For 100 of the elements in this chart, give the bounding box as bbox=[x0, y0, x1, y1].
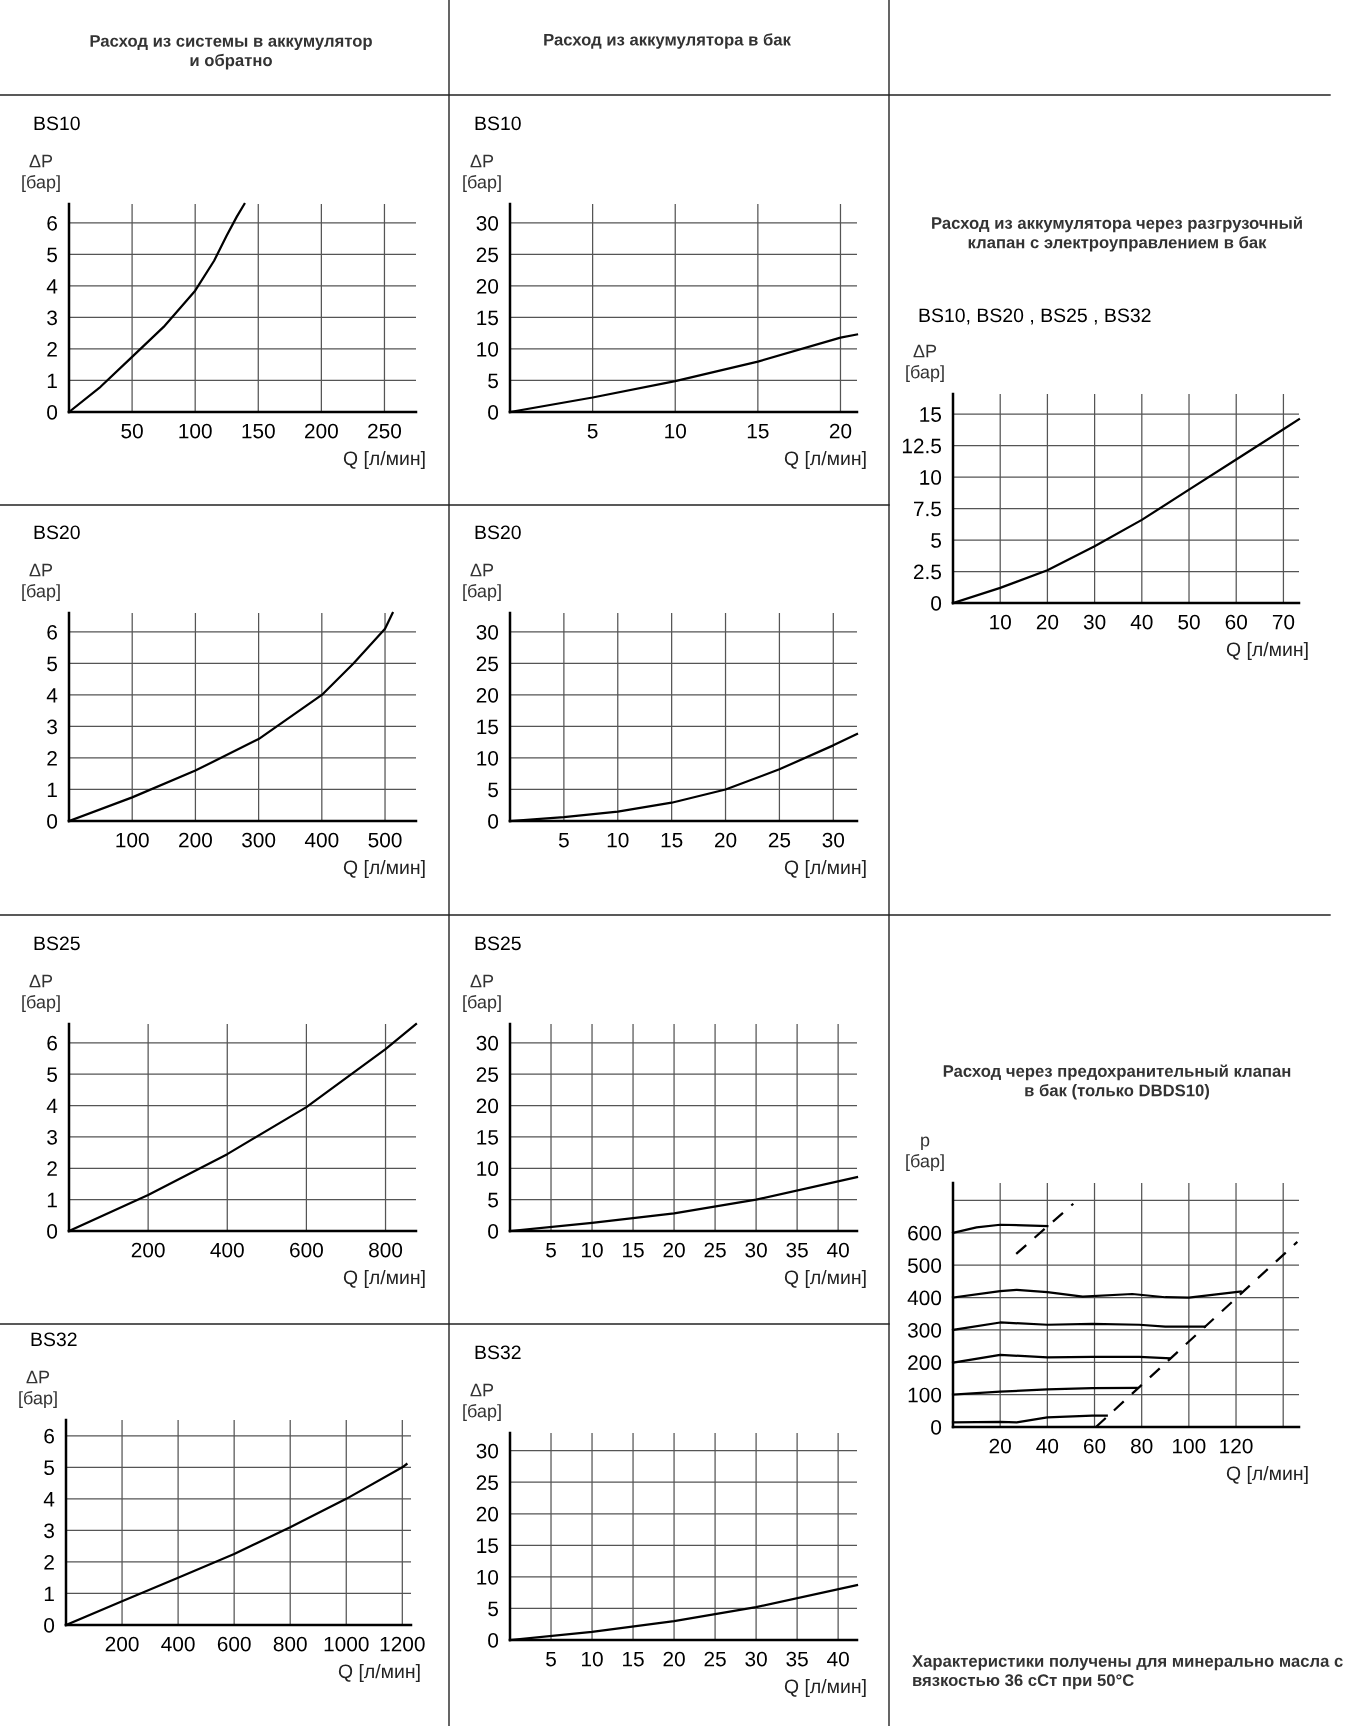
chart-title: BS32 bbox=[31, 1332, 77, 1347]
x-tick-label: 100 bbox=[179, 423, 212, 439]
y-tick-label: 0 bbox=[47, 405, 58, 420]
y-axis-title: ΔP [бар] bbox=[22, 154, 60, 192]
x-tick-label: 250 bbox=[368, 423, 402, 439]
x-axis-title: Q [л/мин] bbox=[343, 1269, 425, 1289]
y-axis-title: ΔP [бар] bbox=[463, 974, 501, 1012]
y-tick-label: 5 bbox=[488, 1192, 499, 1208]
x-axis-title: Q [л/мин] bbox=[1226, 641, 1308, 661]
y-tick-label: 2 bbox=[47, 341, 57, 357]
y-tick-label: 0 bbox=[488, 1224, 499, 1239]
y-axis-title: p [бар] bbox=[906, 1136, 944, 1171]
x-tick-label: 20 bbox=[1036, 614, 1059, 630]
x-tick-label: 10 bbox=[607, 832, 629, 848]
x-tick-label: 50 bbox=[121, 423, 143, 439]
x-tick-label: 40 bbox=[1130, 614, 1153, 630]
chart-title: BS20 bbox=[34, 525, 80, 540]
x-tick-label: 800 bbox=[369, 1242, 403, 1258]
x-tick-label: 10 bbox=[582, 1651, 603, 1667]
chart-title: BS10 bbox=[34, 116, 80, 131]
y-tick-label: 0 bbox=[488, 1633, 499, 1648]
y-tick-label: 25 bbox=[476, 247, 499, 263]
x-tick-label: 70 bbox=[1272, 614, 1295, 630]
x-tick-label: 25 bbox=[768, 832, 791, 848]
x-tick-label: 600 bbox=[217, 1636, 251, 1652]
y-tick-label: 1 bbox=[47, 373, 57, 389]
x-tick-label: 100 bbox=[116, 832, 149, 848]
x-tick-label: 500 bbox=[368, 832, 402, 848]
y-tick-label: 10 bbox=[477, 1161, 499, 1177]
y-tick-label: 6 bbox=[44, 1428, 54, 1444]
x-tick-label: 15 bbox=[623, 1651, 644, 1667]
y-tick-label: 4 bbox=[46, 688, 58, 703]
y-tick-label: 3 bbox=[47, 1129, 57, 1145]
x-axis-title: Q [л/мин] bbox=[1226, 1465, 1308, 1485]
y-tick-label: 25 bbox=[476, 1475, 499, 1490]
y-tick-label: 20 bbox=[476, 1098, 499, 1114]
x-axis-title: Q [л/мин] bbox=[784, 1678, 866, 1698]
x-tick-label: 120 bbox=[1220, 1438, 1253, 1454]
x-tick-label: 400 bbox=[210, 1242, 244, 1258]
y-tick-label: 15 bbox=[920, 407, 942, 422]
text: Расход из аккумулятора в бак bbox=[544, 33, 791, 49]
y-tick-label: 2 bbox=[44, 1554, 54, 1570]
x-tick-label: 40 bbox=[827, 1242, 849, 1258]
chart-subtitle: BS10, BS20 , BS25 , BS32 bbox=[919, 308, 1151, 325]
x-tick-label: 1000 bbox=[324, 1636, 369, 1652]
y-tick-label: 10 bbox=[920, 470, 942, 485]
y-tick-label: 4 bbox=[46, 279, 58, 294]
text: Расход из системы в аккумулятор и обратно bbox=[90, 35, 372, 70]
x-tick-label: 35 bbox=[786, 1651, 808, 1667]
x-tick-label: 15 bbox=[661, 832, 683, 848]
x-axis-title: Q [л/мин] bbox=[784, 1269, 866, 1289]
x-tick-label: 60 bbox=[1083, 1438, 1106, 1454]
y-tick-label: 0 bbox=[931, 596, 942, 611]
y-tick-label: 4 bbox=[43, 1492, 55, 1507]
y-axis-title: ΔP [бар] bbox=[463, 1383, 501, 1421]
y-tick-label: 10 bbox=[477, 1569, 499, 1585]
y-tick-label: 25 bbox=[476, 1067, 499, 1082]
x-axis-title: Q [л/мин] bbox=[784, 450, 866, 470]
x-tick-label: 35 bbox=[786, 1242, 808, 1258]
x-tick-label: 400 bbox=[161, 1636, 195, 1652]
x-tick-label: 30 bbox=[822, 832, 845, 848]
y-tick-label: 5 bbox=[44, 1460, 55, 1476]
x-tick-label: 20 bbox=[663, 1242, 685, 1258]
y-tick-label: 4 bbox=[46, 1098, 58, 1114]
y-tick-label: 25 bbox=[476, 656, 499, 672]
y-tick-label: 15 bbox=[477, 1130, 499, 1145]
x-tick-label: 300 bbox=[242, 832, 276, 848]
y-axis-title: ΔP [бар] bbox=[906, 344, 944, 382]
x-tick-label: 10 bbox=[665, 423, 687, 439]
x-axis-title: Q [л/мин] bbox=[784, 859, 866, 879]
y-tick-label: 0 bbox=[47, 814, 58, 829]
x-tick-label: 5 bbox=[546, 1242, 556, 1258]
y-tick-label: 3 bbox=[44, 1523, 54, 1539]
y-tick-label: 2 bbox=[47, 750, 57, 766]
x-tick-label: 60 bbox=[1225, 614, 1247, 630]
x-tick-label: 800 bbox=[273, 1636, 307, 1652]
x-tick-label: 15 bbox=[623, 1242, 644, 1258]
y-tick-label: 5 bbox=[488, 782, 499, 798]
x-tick-label: 600 bbox=[290, 1242, 323, 1258]
x-tick-label: 10 bbox=[582, 1242, 603, 1258]
y-tick-label: 1 bbox=[47, 1192, 57, 1208]
text: Характеристики получены для минерально масла с вязкостью 36 сСт при 50°C bbox=[912, 1655, 1343, 1690]
y-tick-label: 300 bbox=[907, 1322, 942, 1338]
y-tick-label: 10 bbox=[477, 341, 499, 357]
x-tick-label: 5 bbox=[558, 832, 569, 848]
y-tick-label: 30 bbox=[476, 624, 499, 640]
y-tick-label: 5 bbox=[488, 1601, 499, 1617]
y-axis-title: ΔP [бар] bbox=[19, 1370, 57, 1408]
y-tick-label: 500 bbox=[907, 1258, 942, 1273]
y-tick-label: 20 bbox=[476, 278, 499, 294]
y-tick-label: 1 bbox=[44, 1586, 54, 1602]
y-axis-title: ΔP [бар] bbox=[22, 974, 60, 1012]
x-tick-label: 15 bbox=[747, 423, 769, 439]
x-tick-label: 10 bbox=[990, 614, 1011, 630]
y-tick-label: 0 bbox=[488, 405, 499, 420]
x-tick-label: 30 bbox=[745, 1651, 767, 1667]
x-tick-label: 200 bbox=[305, 423, 338, 439]
y-axis-title: ΔP [бар] bbox=[463, 154, 501, 192]
x-tick-label: 30 bbox=[1083, 614, 1106, 630]
chart-title: BS25 bbox=[475, 936, 521, 951]
